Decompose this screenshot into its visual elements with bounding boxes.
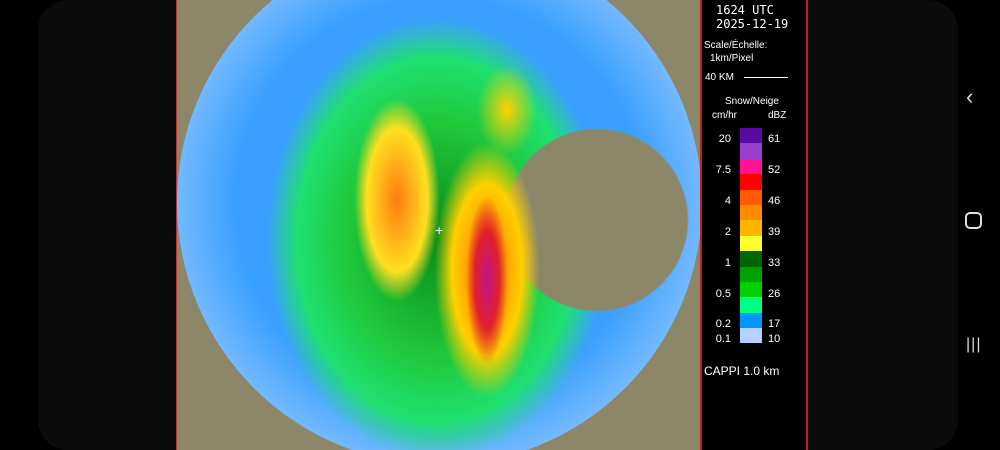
- color-band: [740, 128, 762, 144]
- date: 2025-12-19: [716, 17, 789, 31]
- left-unit: cm/hr: [712, 110, 737, 121]
- recents-icon[interactable]: |||: [966, 336, 982, 353]
- color-band: [740, 266, 762, 282]
- color-band: [740, 235, 762, 252]
- snow-rate-label: 20: [718, 133, 731, 145]
- radar-center-marker: +: [435, 222, 444, 238]
- scale-bar-label: 40 KM: [705, 72, 734, 83]
- snow-rate-label: 2: [724, 226, 731, 238]
- product-label: CAPPI 1.0 km: [704, 364, 780, 378]
- right-unit: dBZ: [768, 110, 787, 121]
- color-band: [740, 143, 762, 159]
- radar-map[interactable]: +: [176, 0, 700, 450]
- legend-title: Snow/Neige: [725, 96, 779, 107]
- snow-rate-label: 0.1: [715, 333, 731, 345]
- color-band: [740, 158, 762, 175]
- color-band: [740, 251, 762, 267]
- dbz-label: 26: [768, 288, 781, 300]
- color-band: [740, 328, 762, 344]
- scale-bar: [744, 77, 788, 78]
- snow-rate-label: 4: [724, 195, 731, 207]
- dbz-label: 17: [768, 318, 781, 330]
- snow-rate-label: 1: [724, 257, 731, 269]
- radar-echo-disc: [177, 0, 700, 450]
- color-band: [740, 297, 762, 313]
- color-band: [740, 281, 762, 298]
- color-band: [740, 189, 762, 205]
- snow-rate-label: 0.2: [715, 318, 731, 330]
- snow-rate-label: 0.5: [715, 288, 731, 300]
- snow-rate-label: 7.5: [715, 164, 731, 176]
- dbz-label: 10: [768, 333, 781, 345]
- scale-label: Scale/Échelle:: [704, 40, 768, 51]
- color-band: [740, 220, 762, 236]
- color-band: [740, 174, 762, 190]
- color-band: [740, 312, 762, 329]
- color-band: [740, 204, 762, 221]
- dbz-label: 46: [768, 195, 781, 207]
- dbz-label: 52: [768, 164, 781, 176]
- dbz-label: 61: [768, 133, 781, 145]
- color-scale: [740, 128, 762, 344]
- legend-panel: 1624 UTC 2025-12-19 Scale/Échelle: 1km/P…: [700, 0, 808, 450]
- home-icon[interactable]: [965, 212, 982, 229]
- dbz-label: 39: [768, 226, 781, 238]
- back-icon[interactable]: ‹: [966, 84, 974, 109]
- scale-resolution: 1km/Pixel: [710, 53, 754, 64]
- dbz-label: 33: [768, 257, 781, 269]
- time: 1624 UTC: [716, 3, 774, 17]
